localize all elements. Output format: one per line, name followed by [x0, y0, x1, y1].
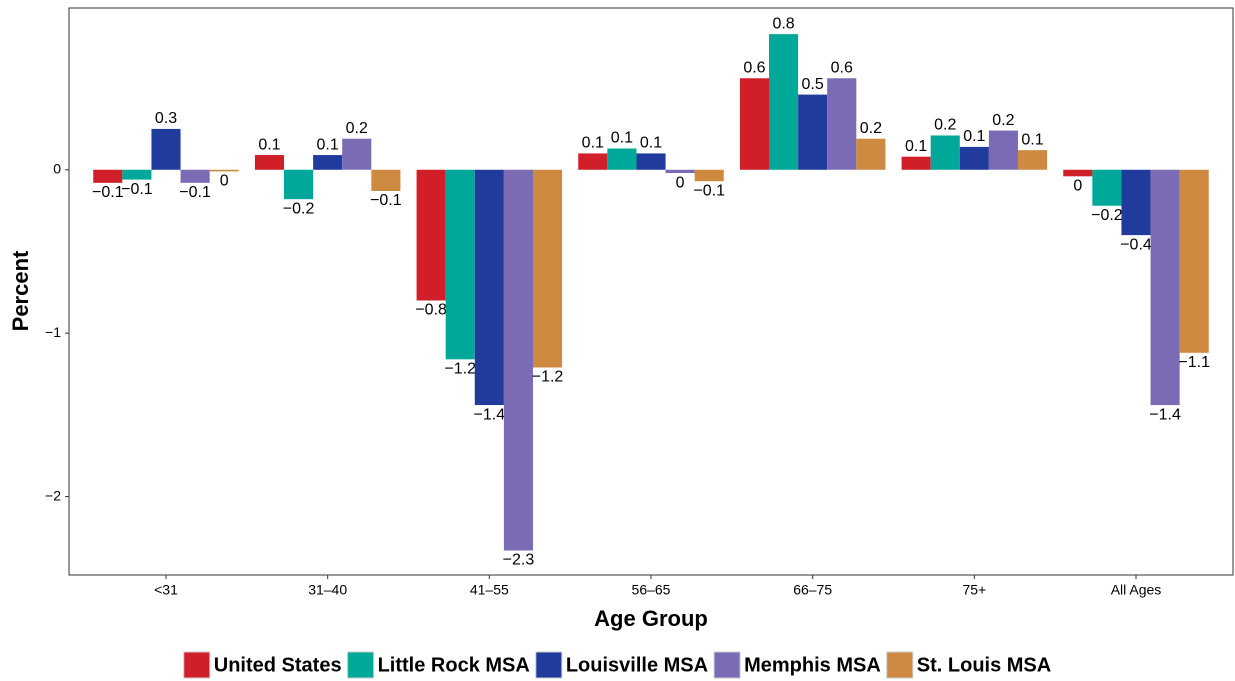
value-label: 0.1 — [582, 135, 604, 152]
legend-label: Little Rock MSA — [378, 654, 530, 676]
value-label: −0.2 — [1091, 207, 1123, 224]
x-tick-label: 41–55 — [470, 582, 509, 598]
value-label: 0.1 — [1021, 131, 1043, 148]
bar — [827, 78, 857, 170]
x-tick-label: 31–40 — [308, 582, 347, 598]
value-label: −1.4 — [1149, 406, 1181, 423]
value-label: 0 — [1073, 178, 1082, 195]
value-label: 0.2 — [860, 120, 882, 137]
legend-label: United States — [214, 654, 342, 676]
y-tick-label: −2 — [45, 487, 61, 503]
bar — [769, 34, 799, 170]
value-label: 0.1 — [611, 130, 633, 147]
bar — [739, 78, 770, 170]
legend-label: Memphis MSA — [744, 654, 881, 676]
bar — [122, 169, 152, 180]
bar — [988, 130, 1018, 170]
value-label: −1.2 — [532, 369, 564, 386]
value-label: −0.1 — [121, 181, 153, 198]
legend-swatch — [886, 651, 914, 679]
plot-border — [68, 7, 1234, 576]
bar — [694, 169, 724, 182]
value-label: 0.1 — [258, 136, 280, 153]
value-label: −0.4 — [1120, 236, 1152, 253]
value-label: −0.1 — [693, 182, 725, 199]
bar — [1121, 169, 1151, 236]
bar — [798, 94, 828, 170]
x-tick-label: <31 — [154, 582, 178, 598]
bar — [959, 146, 989, 170]
value-label: −0.1 — [179, 184, 211, 201]
value-label: 0.5 — [802, 76, 824, 93]
bar — [416, 169, 446, 301]
y-tick-label: −1 — [45, 324, 61, 340]
legend-swatch — [535, 651, 563, 679]
bar — [284, 169, 314, 200]
bar — [474, 169, 504, 406]
value-label: −1.1 — [1178, 354, 1210, 371]
bar — [209, 169, 239, 172]
bar — [445, 169, 475, 360]
y-axis-title: Percent — [8, 250, 33, 331]
value-label: 0.1 — [640, 135, 662, 152]
value-label: 0.2 — [992, 112, 1014, 129]
bar — [1092, 169, 1122, 206]
bar — [1063, 169, 1093, 177]
bar — [532, 169, 563, 368]
value-label: 0.8 — [772, 15, 794, 32]
value-label: 0.1 — [905, 138, 927, 155]
value-label: −0.8 — [415, 302, 447, 319]
x-tick-label: All Ages — [1111, 582, 1162, 598]
legend-swatch — [183, 651, 211, 679]
value-label: 0.2 — [346, 120, 368, 137]
x-tick-label: 66–75 — [793, 582, 832, 598]
x-tick-label: 56–65 — [632, 582, 671, 598]
legend-swatch — [713, 651, 741, 679]
value-label: 0.1 — [963, 128, 985, 145]
bar — [578, 153, 608, 170]
bar — [342, 138, 372, 170]
bar — [313, 155, 343, 170]
bar — [503, 169, 533, 551]
value-label: −0.2 — [283, 200, 315, 217]
bar — [901, 156, 931, 170]
bar — [1179, 169, 1209, 353]
legend-swatch — [347, 651, 375, 679]
legend-label: Louisville MSA — [566, 654, 708, 676]
bar — [371, 169, 401, 192]
legend-label: St. Louis MSA — [917, 654, 1051, 676]
value-label: −0.1 — [92, 184, 124, 201]
value-label: 0.3 — [155, 110, 177, 127]
bar — [93, 169, 123, 183]
value-label: −0.1 — [370, 192, 402, 209]
value-label: 0.6 — [743, 59, 765, 76]
value-label: 0 — [676, 174, 685, 191]
bar — [1150, 169, 1180, 406]
bar — [151, 128, 181, 170]
y-tick-label: 0 — [53, 160, 61, 176]
bar — [930, 135, 960, 170]
bar — [856, 138, 886, 170]
value-label: −1.4 — [474, 406, 506, 423]
value-label: 0.6 — [831, 59, 853, 76]
value-label: −1.2 — [444, 361, 476, 378]
bar — [180, 169, 210, 183]
bar — [607, 148, 637, 170]
value-label: 0.1 — [317, 136, 339, 153]
bar — [636, 153, 666, 170]
value-label: 0 — [220, 173, 229, 190]
x-tick-label: 75+ — [962, 582, 986, 598]
x-axis-title: Age Group — [594, 606, 708, 631]
bar — [665, 169, 695, 174]
value-label: −2.3 — [503, 552, 535, 569]
value-label: 0.2 — [934, 117, 956, 134]
bar — [254, 155, 285, 170]
bar — [1017, 150, 1048, 170]
